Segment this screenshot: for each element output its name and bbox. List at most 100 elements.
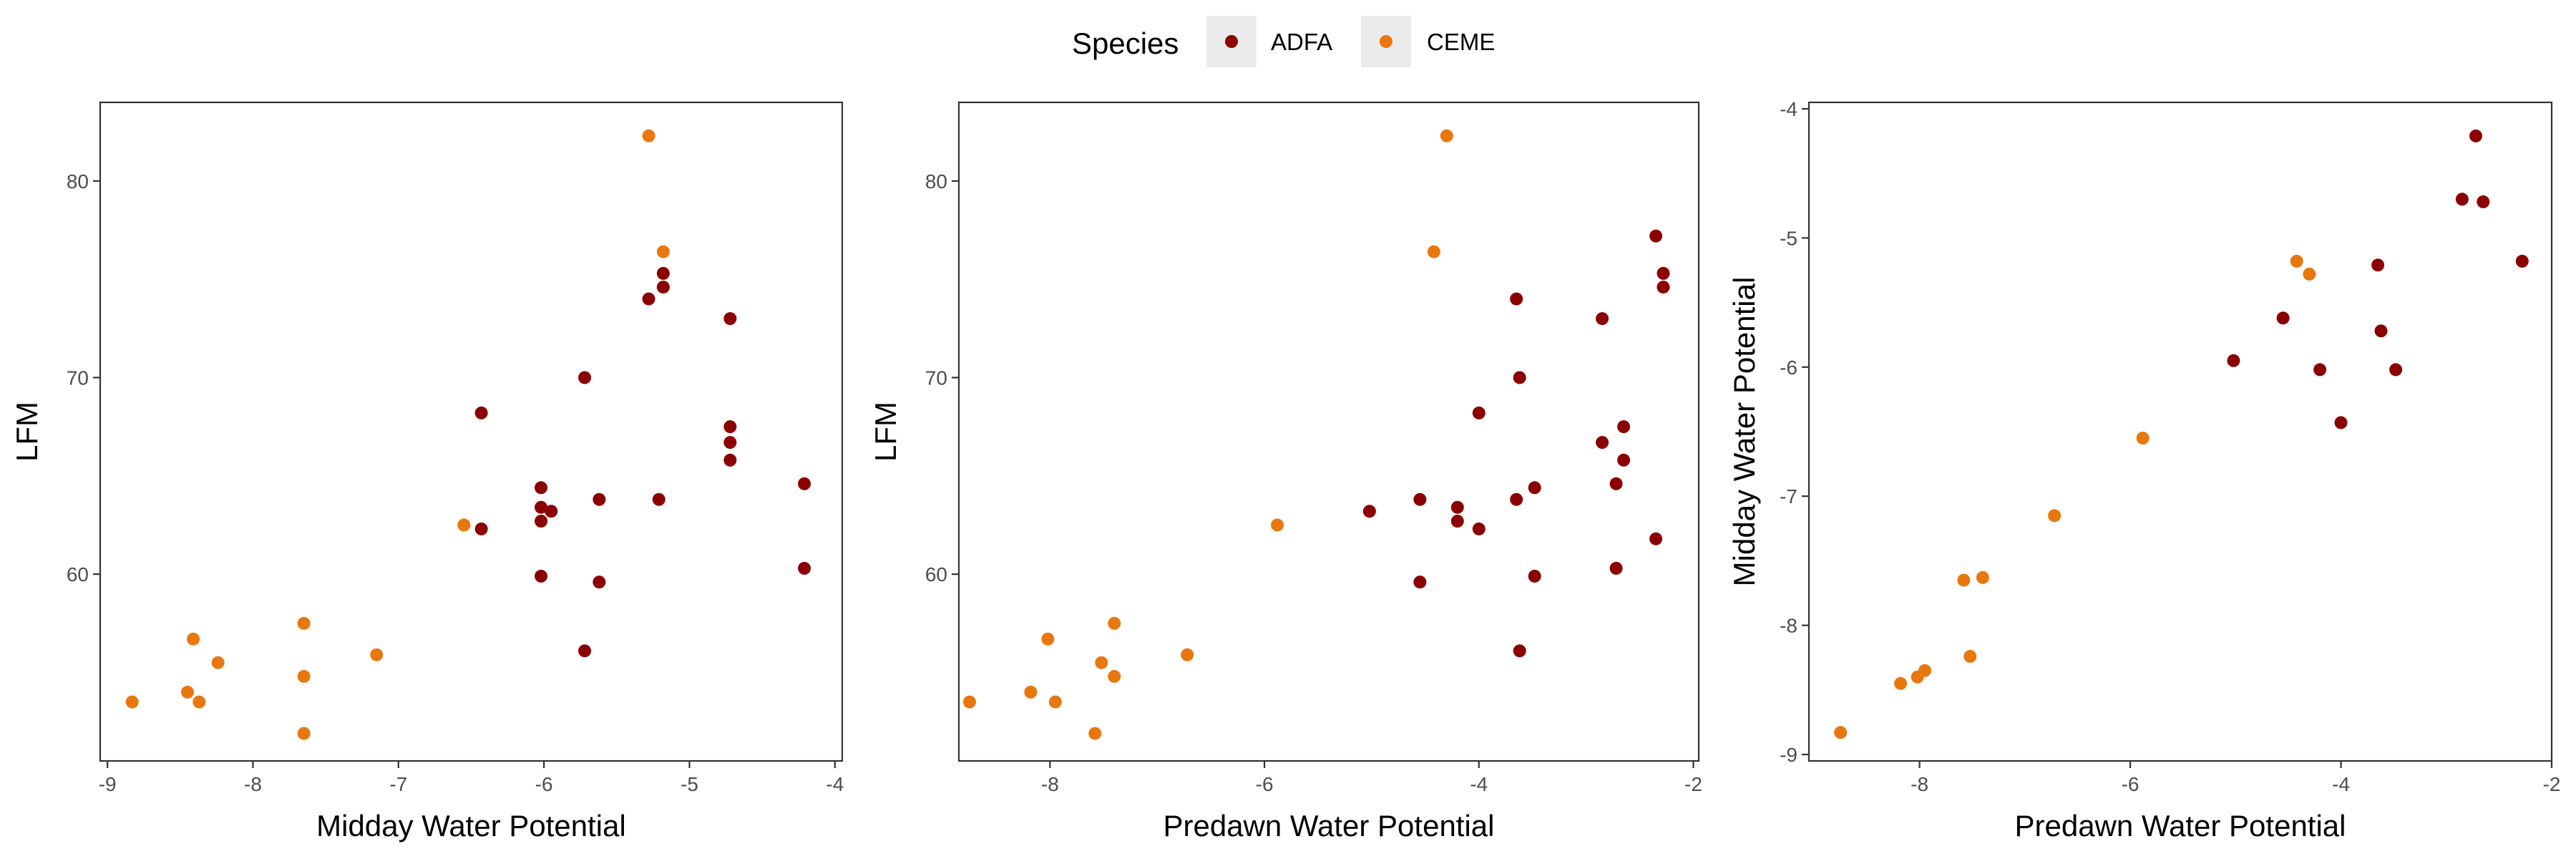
point-adfa bbox=[2227, 354, 2240, 367]
point-adfa bbox=[1596, 312, 1609, 326]
point-ceme bbox=[2136, 432, 2150, 445]
legend: Species ADFA CEME bbox=[1072, 16, 1495, 67]
point-adfa bbox=[656, 281, 670, 294]
point-ceme bbox=[1271, 518, 1284, 532]
point-adfa bbox=[723, 453, 737, 467]
point-adfa bbox=[474, 522, 488, 535]
y-axis-title: Midday Water Potential bbox=[1727, 277, 1761, 587]
point-adfa bbox=[1413, 576, 1427, 589]
y-axis-title: LFM bbox=[10, 402, 44, 462]
point-adfa bbox=[2515, 254, 2529, 268]
point-adfa bbox=[1413, 492, 1427, 506]
point-ceme bbox=[1108, 616, 1121, 630]
y-tick-label: -4 bbox=[1780, 98, 1797, 120]
x-tick-label: -2 bbox=[1684, 773, 1702, 795]
point-adfa bbox=[1617, 453, 1631, 467]
point-ceme bbox=[1911, 670, 1924, 684]
x-axis-title: Midday Water Potential bbox=[316, 809, 626, 843]
y-tick-label: -8 bbox=[1780, 615, 1797, 637]
y-tick-label: -6 bbox=[1780, 356, 1797, 379]
data-points bbox=[125, 129, 811, 740]
point-adfa bbox=[1596, 436, 1609, 450]
point-adfa bbox=[1510, 292, 1523, 306]
x-axis-title: Predawn Water Potential bbox=[2014, 809, 2346, 843]
point-adfa bbox=[1472, 406, 1485, 419]
point-ceme bbox=[1963, 649, 1977, 663]
point-adfa bbox=[1528, 569, 1541, 583]
panel-border bbox=[99, 101, 844, 762]
point-adfa bbox=[2313, 363, 2327, 377]
x-axis: -8 -6 -4 -2 bbox=[1041, 761, 1702, 795]
y-tick-label: -5 bbox=[1780, 227, 1797, 249]
point-adfa bbox=[1472, 522, 1485, 535]
point-adfa bbox=[652, 492, 665, 506]
panel-border bbox=[1807, 101, 2553, 762]
point-adfa bbox=[798, 477, 811, 490]
x-tick-label: -7 bbox=[389, 773, 407, 795]
x-tick-label: -8 bbox=[1041, 773, 1059, 795]
legend-title: Species bbox=[1072, 26, 1179, 60]
panel-border bbox=[957, 101, 1700, 762]
point-adfa bbox=[1450, 500, 1464, 514]
data-points bbox=[1834, 129, 2529, 739]
point-adfa bbox=[1657, 266, 1670, 280]
point-ceme bbox=[1957, 573, 1971, 587]
point-ceme bbox=[1095, 656, 1108, 669]
point-adfa bbox=[592, 492, 606, 506]
point-ceme bbox=[1108, 669, 1121, 683]
y-tick-label: 70 bbox=[925, 367, 947, 389]
point-ceme bbox=[181, 685, 194, 699]
point-adfa bbox=[723, 420, 737, 434]
y-axis: 60 70 80 bbox=[925, 170, 959, 586]
point-ceme bbox=[642, 129, 655, 142]
point-adfa bbox=[723, 312, 737, 326]
point-adfa bbox=[656, 266, 670, 280]
point-adfa bbox=[1510, 492, 1523, 506]
point-adfa bbox=[1609, 561, 1623, 575]
point-ceme bbox=[370, 648, 384, 661]
point-adfa bbox=[578, 371, 592, 384]
point-adfa bbox=[2469, 129, 2482, 142]
legend-item-adfa: ADFA bbox=[1206, 16, 1332, 67]
x-tick-label: -9 bbox=[99, 773, 117, 795]
point-ceme bbox=[1088, 727, 1102, 740]
panel-lfm-vs-midday: -9 -8 -7 -6 -5 -4 60 70 80 Midday Water Potential… bbox=[10, 101, 844, 843]
x-tick-label: -8 bbox=[244, 773, 262, 795]
point-adfa bbox=[474, 406, 488, 419]
point-adfa bbox=[2389, 363, 2403, 377]
point-ceme bbox=[2303, 267, 2316, 281]
point-ceme bbox=[1834, 726, 1848, 739]
legend-item-ceme: CEME bbox=[1361, 16, 1495, 67]
point-adfa bbox=[2371, 258, 2385, 272]
point-ceme bbox=[187, 632, 200, 646]
y-axis: -9 -8 -7 -6 -5 -4 bbox=[1780, 98, 1809, 766]
x-tick-label: -6 bbox=[1256, 773, 1274, 795]
point-adfa bbox=[545, 505, 558, 518]
point-adfa bbox=[1617, 420, 1631, 434]
x-axis: -9 -8 -7 -6 -5 -4 bbox=[99, 761, 844, 795]
point-adfa bbox=[1649, 532, 1663, 545]
point-ceme bbox=[125, 695, 139, 709]
point-adfa bbox=[2276, 311, 2290, 325]
point-ceme bbox=[1440, 129, 1453, 142]
legend-label: ADFA bbox=[1271, 29, 1332, 55]
point-adfa bbox=[1362, 505, 1376, 518]
x-tick-label: -6 bbox=[2122, 773, 2140, 795]
point-adfa bbox=[723, 436, 737, 450]
point-ceme bbox=[297, 616, 311, 630]
legend-key-dot bbox=[1380, 35, 1392, 48]
point-adfa bbox=[1513, 371, 1526, 384]
y-tick-label: -7 bbox=[1780, 485, 1797, 508]
point-adfa bbox=[1657, 281, 1670, 294]
legend-label: CEME bbox=[1427, 29, 1495, 55]
point-ceme bbox=[2290, 254, 2303, 268]
point-ceme bbox=[963, 695, 976, 709]
point-ceme bbox=[1048, 695, 1062, 709]
point-adfa bbox=[578, 644, 592, 658]
point-adfa bbox=[535, 500, 548, 514]
point-ceme bbox=[1894, 676, 1908, 690]
y-tick-label: 60 bbox=[67, 563, 89, 586]
point-adfa bbox=[2334, 416, 2348, 430]
panel-midday-vs-predawn: -8 -6 -4 -2 -9 -8 -7 -6 -5 -4 Predawn Water Potent… bbox=[1727, 98, 2560, 843]
